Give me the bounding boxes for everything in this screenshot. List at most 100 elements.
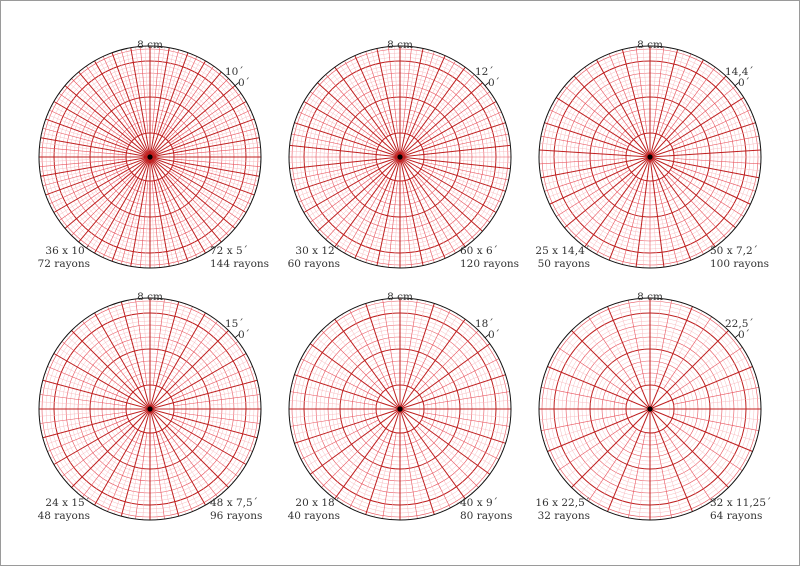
ray-fine (153, 298, 158, 350)
ray-fine (707, 376, 757, 392)
minor-rays-label: 100 rayons (710, 258, 769, 270)
ray-fine (57, 442, 101, 471)
ray-fine (409, 216, 418, 267)
ray-fine (655, 298, 662, 350)
ray-minor (673, 135, 760, 153)
ray-major (621, 49, 651, 158)
ray-fine (539, 414, 591, 421)
center-point (647, 154, 653, 160)
ray-major (547, 408, 651, 452)
ray-fine (200, 189, 244, 217)
ray-fine (360, 212, 379, 261)
size-label: 8 cm (137, 39, 163, 51)
major-division-label: 30 x 12´ (295, 245, 340, 257)
ray-fine (653, 46, 658, 98)
ray-fine (421, 212, 440, 261)
ray-major (399, 156, 466, 248)
ray-fine (560, 91, 602, 122)
ray-fine (450, 189, 494, 218)
ray-major (649, 156, 751, 205)
ray-fine (315, 336, 355, 371)
ray-minor (300, 358, 379, 399)
ray-major (649, 149, 761, 158)
ray-fine (457, 128, 508, 142)
ray-fine (292, 422, 342, 436)
ray-minor (42, 162, 127, 187)
ray-fine (539, 142, 591, 150)
ray-fine (290, 166, 341, 175)
zero-tick (234, 82, 240, 86)
ray-minor (628, 300, 646, 386)
ray-minor (152, 432, 165, 520)
ray-fine (176, 462, 200, 509)
ray-fine (68, 81, 106, 117)
polar-diagram: 8 cm 15´0´ 24 x 15´48 rayons 48 x 7,5´96 ra… (38, 291, 263, 522)
ray-fine (382, 216, 391, 267)
ray-major (94, 60, 151, 158)
ray-major (149, 156, 206, 254)
ray-major (294, 374, 401, 410)
ray-minor (58, 93, 131, 144)
ray-fine (696, 338, 736, 372)
ray-fine (373, 467, 387, 517)
ray-fine (552, 437, 598, 462)
ray-minor (365, 179, 393, 263)
ray-major (289, 156, 401, 170)
ray-fine (39, 164, 91, 172)
ray-major (649, 75, 727, 158)
ray-minor (411, 177, 456, 254)
ray-fine (681, 207, 710, 251)
ray-minor (173, 158, 261, 167)
ray-minor (39, 147, 127, 156)
ray-major (399, 156, 483, 232)
ray-major (399, 82, 483, 158)
ray-major (149, 353, 247, 410)
ray-fine (349, 210, 373, 257)
ray-fine (438, 324, 473, 364)
ray-minor (557, 422, 631, 471)
ray-fine (305, 350, 349, 378)
outer-circle (38, 45, 262, 269)
ray-fine (321, 199, 358, 236)
zero-label: 0´ (238, 77, 250, 89)
ray-minor (155, 180, 180, 265)
ray-fine (305, 440, 349, 468)
ray-fine (297, 431, 345, 452)
ray-fine (329, 203, 363, 244)
ray-minor (349, 309, 390, 388)
angle-step-label: 18´ (475, 318, 494, 330)
ray-minor (71, 78, 134, 141)
ray-major (71, 408, 151, 488)
ray-fine (39, 159, 91, 163)
ray-fine (177, 58, 202, 104)
ray-major (149, 301, 180, 410)
ray-fine (568, 197, 607, 234)
ray-major (149, 85, 236, 158)
ray-minor (102, 56, 141, 136)
ray-minor (171, 166, 251, 205)
ray-fine (445, 447, 485, 482)
outer-circle (538, 297, 762, 521)
ray-major (64, 85, 151, 158)
ray-fine (169, 465, 186, 515)
ray-fine (41, 169, 92, 182)
ray-major (149, 101, 247, 158)
ray-minor (298, 111, 379, 148)
ray-major (649, 330, 729, 410)
ray-fine (107, 212, 128, 260)
ray-fine (543, 426, 593, 442)
ray-fine (206, 428, 256, 445)
ray-major (149, 379, 258, 410)
ray-minor (557, 347, 631, 396)
ray-fine (382, 47, 391, 98)
ray-fine (579, 71, 612, 111)
ray-minor (672, 164, 756, 192)
ray-major (399, 156, 424, 266)
ray-minor (151, 46, 160, 134)
ray-minor (388, 46, 398, 134)
ray-minor (344, 60, 389, 137)
ray-fine (451, 350, 495, 378)
ray-fine (628, 215, 639, 267)
ray-minor (120, 49, 145, 134)
ray-fine (189, 453, 224, 493)
